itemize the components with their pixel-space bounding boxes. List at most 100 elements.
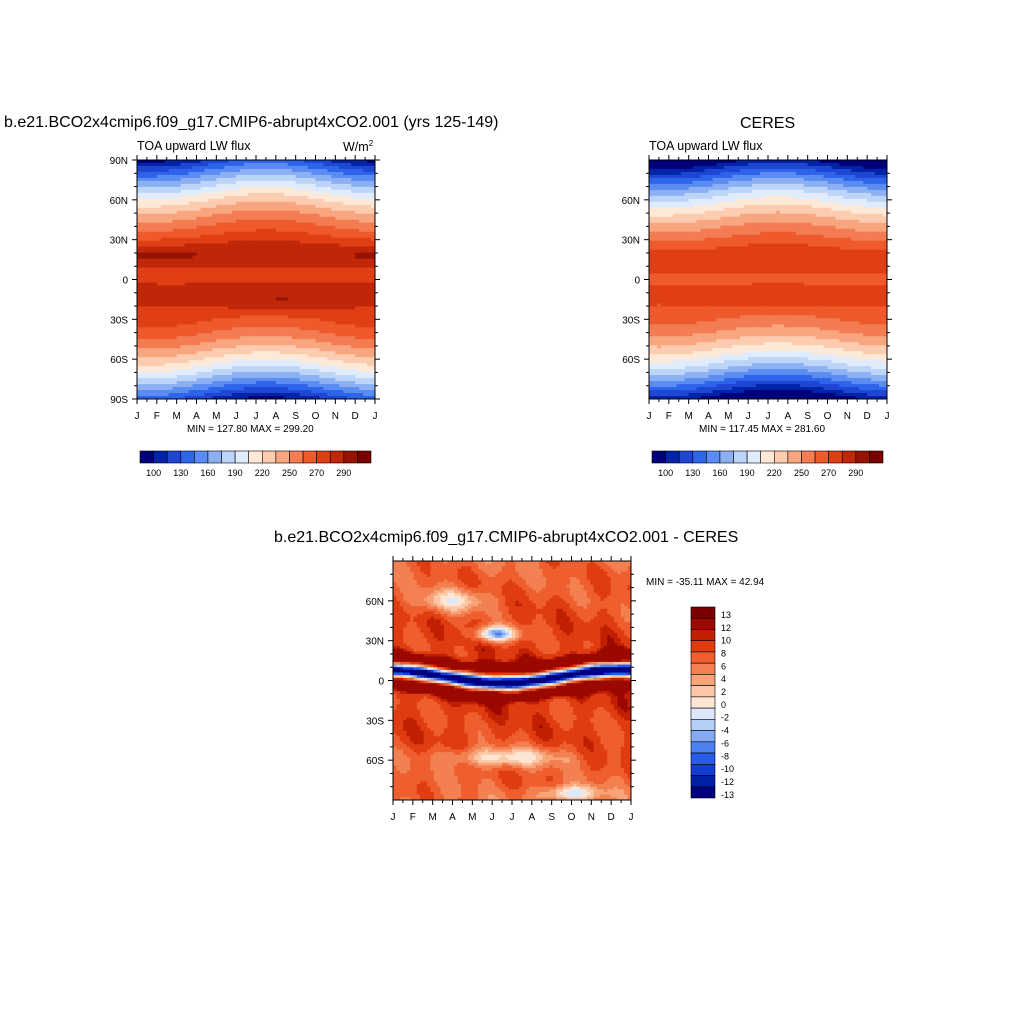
panel1-cell <box>172 297 178 301</box>
panel1-cell <box>236 303 241 307</box>
panel1-cell <box>152 288 158 292</box>
panel1-cell <box>224 363 229 367</box>
panel1-cell <box>307 318 312 322</box>
panel1-cell <box>311 339 316 343</box>
panel1-cell <box>359 378 364 382</box>
panel1-cell <box>291 321 297 325</box>
panel1-cell <box>212 171 217 176</box>
panel1-cell <box>196 270 201 274</box>
panel1-cell <box>339 339 344 343</box>
panel1-cell <box>311 189 316 194</box>
panel1-cell <box>144 381 150 385</box>
panel1-cell <box>200 360 205 364</box>
panel2-cell <box>649 160 654 164</box>
panel1-cell <box>220 273 225 277</box>
panel1-cell <box>307 201 312 206</box>
panel1-cell <box>299 366 304 370</box>
panel1-cell <box>315 297 320 301</box>
panel1-cell <box>303 168 308 173</box>
panel1-cell <box>148 210 154 215</box>
panel1-cell <box>303 249 308 254</box>
panel1-cell <box>176 333 182 337</box>
panel1-cell <box>355 363 360 367</box>
panel1-cell <box>192 234 197 239</box>
panel1-cell <box>275 300 281 304</box>
panel1-cell <box>343 318 348 322</box>
panel1-cell <box>331 228 336 233</box>
panel1-cell <box>172 318 178 322</box>
panel1-cell <box>271 330 277 334</box>
panel1-cell <box>319 195 324 200</box>
panel1-cell <box>172 294 178 298</box>
panel1-cell <box>240 285 245 289</box>
panel1-cell <box>196 168 201 173</box>
panel1-cell <box>188 375 193 379</box>
panel1-cell <box>168 300 174 304</box>
panel1-cell <box>244 177 249 182</box>
panel1-cell <box>176 192 182 197</box>
panel2-cell <box>807 160 813 164</box>
panel1-cell <box>137 378 142 382</box>
panel1-cell <box>252 354 257 358</box>
panel1-cell <box>156 324 162 328</box>
panel1-cell <box>331 225 336 230</box>
panel1-cell <box>137 219 142 224</box>
panel1-cell <box>319 294 324 298</box>
panel1-cell <box>216 267 221 271</box>
panel1-cell <box>144 315 150 319</box>
panel1-cell <box>275 210 281 215</box>
panel1-cell <box>244 273 249 277</box>
panel1-cell <box>144 357 150 361</box>
panel1-cell <box>192 351 197 355</box>
panel1-cell <box>200 342 205 346</box>
panel1-cell <box>307 183 312 188</box>
panel1-cell <box>248 162 253 167</box>
panel1-cell <box>331 339 336 343</box>
panel1-cell <box>232 285 237 289</box>
panel1-cell <box>256 195 261 200</box>
panel1-cell <box>156 249 162 254</box>
panel1-cell <box>144 309 150 313</box>
panel1-cell <box>204 303 209 307</box>
panel1-cell <box>263 198 269 203</box>
panel1-cell <box>232 258 237 262</box>
panel1-cell <box>224 336 229 340</box>
panel1-cell <box>291 168 297 173</box>
panel1-cell <box>180 348 185 352</box>
panel1-cell <box>228 294 233 298</box>
panel1-cell <box>319 366 324 370</box>
panel1-cell <box>291 348 297 352</box>
panel1-ytick-label: 90S <box>110 395 128 406</box>
panel1-cell <box>196 186 201 191</box>
panel1-cell <box>339 201 344 206</box>
panel1-cell <box>232 393 237 397</box>
panel1-cell <box>216 186 221 191</box>
panel1-cell <box>271 363 277 367</box>
panel1-cell <box>331 171 336 176</box>
panel1-cell <box>307 234 312 239</box>
panel1-cell <box>232 273 237 277</box>
panel1-cell <box>319 351 324 355</box>
panel1-cell <box>236 381 241 385</box>
panel1-cell <box>236 288 241 292</box>
panel1-cell <box>319 345 324 349</box>
panel1-cbar-label: 130 <box>173 468 188 478</box>
panel1-cell <box>144 249 150 254</box>
panel1-cell <box>172 267 178 271</box>
panel1-cell <box>275 321 281 325</box>
panel1-cell <box>343 174 348 179</box>
panel1-cell <box>339 249 344 254</box>
panel1-cell <box>220 324 225 328</box>
panel1-cell <box>252 327 257 331</box>
panel1-cell <box>339 306 344 310</box>
panel1-cell <box>156 315 162 319</box>
panel1-cell <box>259 177 265 182</box>
panel1-cell <box>339 240 344 245</box>
panel1-cell <box>164 162 170 167</box>
panel1-cell <box>236 189 241 194</box>
panel1-cell <box>192 183 197 188</box>
panel1-cell <box>212 165 217 170</box>
panel1-cell <box>315 345 320 349</box>
panel1-cell <box>259 315 265 319</box>
panel1-cell <box>160 198 166 203</box>
